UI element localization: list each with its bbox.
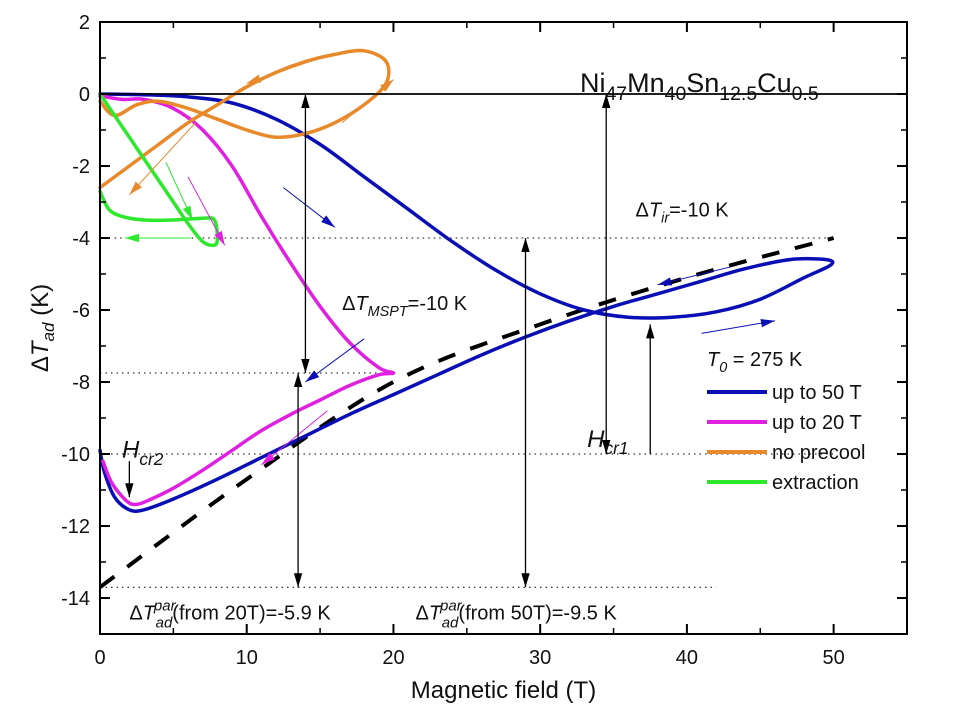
direction-arrow <box>657 266 732 286</box>
chart-title-text: Ni47Mn40Sn12.5Cu0.5 <box>580 68 819 105</box>
direction-arrows <box>124 57 776 466</box>
direction-arrow <box>341 79 394 124</box>
direction-arrow <box>701 319 776 334</box>
legend-label: no precool <box>772 442 865 464</box>
series-up-to-20-t <box>98 94 396 507</box>
direction-arrow <box>187 176 226 246</box>
x-tick-label: 30 <box>529 647 551 669</box>
series-up-to-50-t <box>98 92 835 514</box>
direction-arrow <box>246 57 321 84</box>
annotation-dT-par-50: ΔTpar ad(from 50T)=-9.5 K <box>415 598 617 632</box>
y-tick-label: -6 <box>72 300 90 322</box>
series-paramagnetic-fit <box>98 236 835 589</box>
annotations: ΔTir=-10 K ΔTMSPT=-10 K ΔTpar ad(from 20T)=… <box>122 199 729 631</box>
y-tick-label: 0 <box>79 84 90 106</box>
annotation-dT-mspt: ΔTMSPT=-10 K <box>342 293 468 320</box>
legend-label: up to 50 T <box>772 382 862 404</box>
direction-arrow <box>261 410 328 466</box>
x-tick-label: 10 <box>236 647 258 669</box>
legend-label: up to 20 T <box>772 412 862 434</box>
annotation-h-cr2: Hcr2 <box>122 437 164 469</box>
direction-arrow <box>283 187 336 228</box>
y-tick-label: -4 <box>72 228 90 250</box>
legend-label: extraction <box>772 472 859 494</box>
plot-frame <box>99 21 908 635</box>
y-tick-label: 2 <box>79 12 90 34</box>
legend: T0 = 275 K up to 50 T up to 20 T no precool… <box>707 349 865 494</box>
chart-title: Ni47Mn40Sn12.5Cu0.5 <box>100 68 907 105</box>
x-tick-label: 0 <box>94 647 105 669</box>
legend-header: T0 = 275 K <box>707 349 803 376</box>
y-tick-label: -12 <box>61 516 90 538</box>
y-tick-label: -8 <box>72 372 90 394</box>
y-axis-title: ΔTad (K) <box>27 284 58 372</box>
series-layer <box>98 48 835 589</box>
y-tick-label: -14 <box>61 588 90 610</box>
series-extraction <box>98 92 220 248</box>
y-tick-label: -10 <box>61 444 90 466</box>
x-tick-label: 50 <box>823 647 845 669</box>
annotation-arrows <box>125 94 655 588</box>
y-axis-title-text: ΔTad (K) <box>27 284 58 372</box>
direction-arrow <box>128 122 196 196</box>
annotation-h-cr1: Hcr1 <box>587 426 628 458</box>
annotation-dT-ir: ΔTir=-10 K <box>636 199 730 226</box>
direction-arrow <box>165 162 193 221</box>
annotation-dT-par-20: ΔTpar ad(from 20T)=-5.9 K <box>129 598 331 632</box>
series-no-precool <box>98 48 391 190</box>
x-tick-label: 40 <box>676 647 698 669</box>
y-tick-label: -2 <box>72 156 90 178</box>
x-axis-title: Magnetic field (T) <box>411 677 596 704</box>
direction-arrow <box>305 338 365 383</box>
x-tick-label: 20 <box>382 647 404 669</box>
reference-lines <box>100 93 907 588</box>
